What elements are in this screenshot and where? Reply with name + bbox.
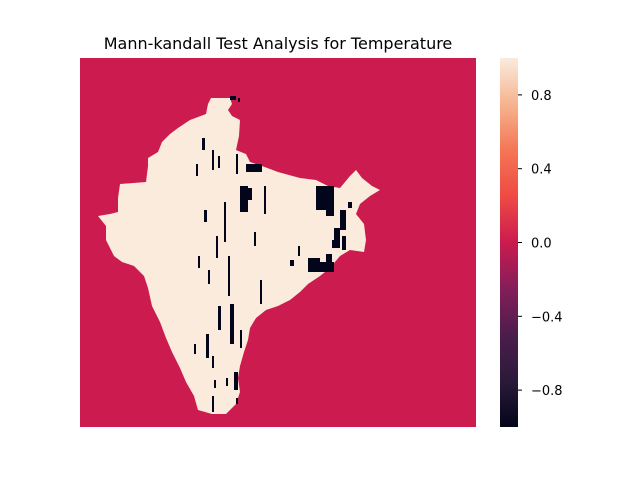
negative-cell: [240, 330, 242, 348]
negative-cell: [316, 186, 334, 210]
colorbar-tick-label: 0.4: [531, 163, 552, 178]
negative-cell: [326, 254, 332, 264]
negative-cell: [248, 188, 252, 200]
negative-cell: [214, 380, 216, 388]
negative-cell: [226, 378, 228, 386]
negative-cell: [228, 256, 230, 296]
negative-cell: [260, 280, 262, 304]
negative-cell: [290, 260, 294, 266]
negative-cell: [212, 150, 214, 170]
colorbar-tick-label: −0.4: [531, 310, 563, 325]
negative-cell: [216, 236, 218, 258]
negative-cell: [224, 202, 226, 242]
negative-cell: [264, 186, 266, 214]
colorbar-tick-label: 0.8: [531, 89, 552, 104]
negative-cell: [332, 240, 340, 248]
negative-cell: [318, 262, 334, 272]
negative-cell: [198, 256, 200, 268]
negative-cell: [234, 372, 238, 390]
negative-cell: [218, 156, 220, 168]
heatmap-plot: [80, 58, 476, 427]
negative-cell: [254, 232, 256, 246]
chart-title: Mann-kandall Test Analysis for Temperatu…: [104, 34, 453, 53]
negative-cell: [340, 210, 346, 230]
negative-cell: [334, 228, 340, 240]
negative-cell: [238, 98, 240, 102]
negative-cell: [194, 344, 196, 354]
negative-cell: [196, 164, 198, 176]
colorbar-ticks: 0.8 0.4 0.0 −0.4 −0.8: [518, 89, 563, 399]
land-cells: [98, 98, 380, 414]
negative-cell: [202, 138, 205, 150]
negative-cell: [298, 246, 300, 256]
negative-cell: [204, 210, 207, 222]
negative-cell: [236, 398, 238, 404]
negative-cell: [208, 270, 210, 284]
negative-cell: [218, 306, 221, 330]
negative-cell: [308, 258, 320, 272]
land-region: [98, 98, 380, 414]
negative-cell: [348, 202, 352, 208]
colorbar-gradient: [500, 58, 518, 427]
negative-cell: [206, 334, 209, 358]
negative-cell: [240, 186, 248, 212]
negative-cell: [212, 396, 214, 412]
negative-cell: [342, 236, 346, 250]
negative-cell: [246, 164, 262, 172]
colorbar: 0.8 0.4 0.0 −0.4 −0.8: [500, 58, 563, 427]
negative-cell: [326, 210, 334, 216]
negative-cell: [212, 356, 214, 368]
negative-trend-cells: [194, 96, 352, 412]
negative-cell: [236, 154, 238, 174]
negative-cell: [230, 96, 236, 100]
colorbar-tick-label: −0.8: [531, 384, 563, 399]
colorbar-tick-label: 0.0: [531, 237, 552, 252]
negative-cell: [230, 304, 234, 344]
